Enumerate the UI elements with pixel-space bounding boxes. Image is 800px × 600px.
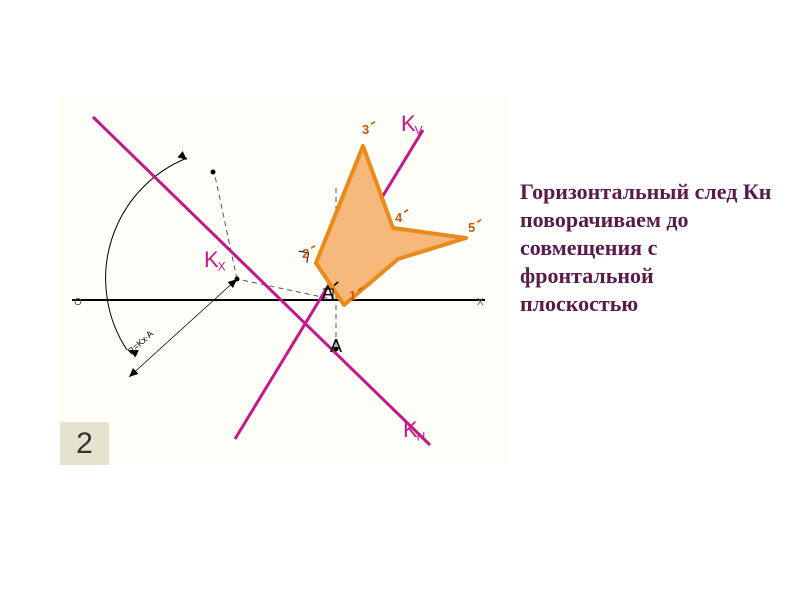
- radius-line: [129, 279, 237, 377]
- label-p4: 4: [395, 210, 408, 225]
- label-A: A: [330, 336, 342, 356]
- label-X: X: [477, 297, 484, 308]
- rotation-arc: [106, 158, 187, 350]
- svg-text:A: A: [330, 336, 342, 356]
- label-Kv: KV: [401, 111, 423, 137]
- svg-text:A: A: [322, 283, 334, 303]
- svg-text:O: O: [74, 297, 82, 308]
- description-text: Горизонтальный след Кн поворачиваем до с…: [520, 178, 775, 318]
- label-p3: 3: [362, 122, 375, 137]
- svg-text:X: X: [477, 297, 484, 308]
- point-kx: [235, 277, 240, 282]
- step-number-text: 2: [76, 427, 93, 461]
- svg-text:H: H: [417, 429, 426, 443]
- step-number-badge: 2: [60, 422, 109, 465]
- svg-text:R=Kх∙А: R=Kх∙А: [126, 328, 156, 356]
- label-radius: R=Kх∙А: [126, 328, 156, 356]
- svg-text:1: 1: [349, 288, 356, 303]
- point-rotated-top: [211, 170, 216, 175]
- svg-text:2: 2: [302, 246, 309, 261]
- label-Kh: KH: [403, 417, 425, 443]
- svg-text:V: V: [415, 123, 423, 137]
- true-shape-polygon: [316, 146, 466, 305]
- svg-text:4: 4: [395, 210, 403, 225]
- slide-root: OXKVKHKXAA12345R=Kх∙А 2 Горизонтальный с…: [0, 0, 800, 600]
- label-O: O: [74, 297, 82, 308]
- svg-text:3: 3: [362, 122, 369, 137]
- svg-text:5: 5: [468, 220, 475, 235]
- label-p2: 2: [302, 246, 315, 261]
- label-p5: 5: [468, 220, 481, 235]
- svg-text:X: X: [218, 259, 226, 273]
- label-Kx: KX: [204, 247, 226, 273]
